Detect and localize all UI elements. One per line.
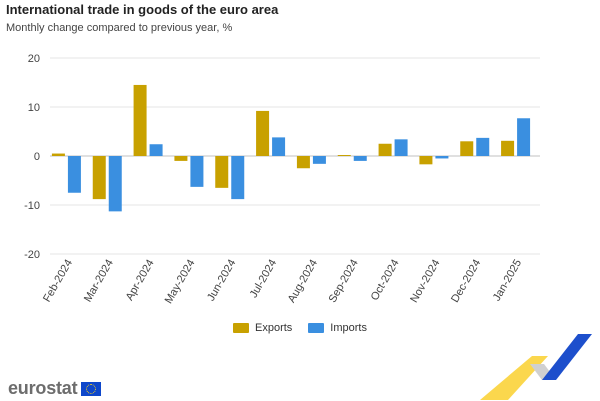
bar-exports bbox=[51, 153, 65, 156]
bar-exports bbox=[133, 84, 147, 156]
chart-title: International trade in goods of the euro… bbox=[6, 2, 279, 17]
x-tick-label: Jan-2025 bbox=[491, 258, 524, 304]
x-tick-label: Oct-2024 bbox=[369, 258, 402, 303]
x-tick-label: Apr-2024 bbox=[124, 258, 157, 303]
legend-swatch-imports bbox=[308, 323, 325, 333]
legend-swatch-exports bbox=[233, 323, 249, 333]
bar-exports bbox=[419, 156, 433, 165]
x-tick-label: Jul-2024 bbox=[248, 258, 279, 301]
x-tick-label: Mar-2024 bbox=[82, 258, 116, 305]
x-tick-label: Sep-2024 bbox=[327, 258, 361, 305]
legend-label-exports: Exports bbox=[255, 322, 293, 334]
decorative-chevron-graphic bbox=[480, 334, 592, 400]
legend-label-imports: Imports bbox=[330, 322, 367, 334]
eu-flag-icon bbox=[81, 381, 102, 396]
bar-imports bbox=[190, 156, 204, 187]
bar-imports bbox=[149, 144, 163, 156]
x-tick-label: Dec-2024 bbox=[449, 258, 483, 305]
bar-imports bbox=[394, 139, 408, 156]
legend-item-imports[interactable]: Imports bbox=[308, 322, 367, 334]
bar-imports bbox=[476, 137, 490, 156]
bar-exports bbox=[337, 155, 351, 156]
bar-exports bbox=[296, 156, 310, 169]
bar-imports bbox=[108, 156, 122, 212]
bar-exports bbox=[460, 141, 474, 156]
bar-imports bbox=[67, 156, 81, 193]
y-tick-label: 20 bbox=[28, 53, 40, 65]
y-tick-label: -10 bbox=[24, 200, 40, 212]
bar-exports bbox=[378, 143, 392, 156]
x-tick-label: May-2024 bbox=[163, 258, 198, 306]
bar-imports bbox=[435, 156, 449, 159]
bar-imports bbox=[517, 118, 531, 156]
bar-exports bbox=[174, 156, 188, 161]
eurostat-logo: eurostat bbox=[8, 378, 102, 399]
legend-item-exports[interactable]: Exports bbox=[233, 322, 292, 334]
chart-legend: Exports Imports bbox=[0, 322, 600, 334]
y-tick-label: -20 bbox=[24, 249, 40, 261]
bar-imports bbox=[353, 156, 367, 161]
bar-imports bbox=[312, 156, 326, 164]
x-tick-label: Feb-2024 bbox=[41, 258, 75, 305]
bar-imports bbox=[272, 137, 286, 156]
x-tick-label: Jun-2024 bbox=[205, 258, 238, 304]
y-tick-label: 10 bbox=[28, 102, 40, 114]
y-tick-label: 0 bbox=[34, 151, 40, 163]
bar-exports bbox=[215, 156, 229, 188]
chart-subtitle: Monthly change compared to previous year… bbox=[6, 22, 233, 34]
bar-exports bbox=[501, 140, 515, 156]
bar-exports bbox=[256, 110, 270, 156]
x-tick-label: Nov-2024 bbox=[408, 258, 442, 305]
bar-imports bbox=[231, 156, 245, 200]
x-tick-label: Aug-2024 bbox=[286, 258, 320, 305]
bar-exports bbox=[92, 156, 106, 200]
eurostat-logo-text: eurostat bbox=[8, 378, 78, 398]
